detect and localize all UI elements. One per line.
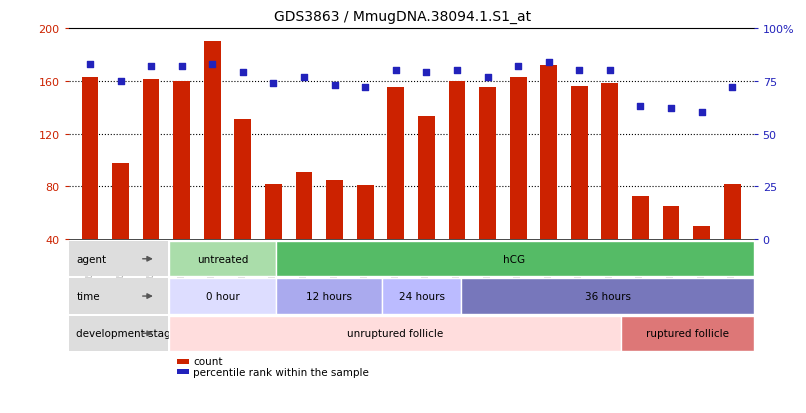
Text: percentile rank within the sample: percentile rank within the sample: [193, 367, 369, 377]
Bar: [540, 66, 557, 240]
Text: 36 hours: 36 hours: [584, 291, 630, 301]
Point: [665, 106, 678, 112]
Bar: [693, 226, 710, 240]
Bar: [296, 172, 313, 240]
Bar: [326, 180, 343, 240]
Bar: [418, 117, 434, 240]
Point: [481, 74, 494, 81]
Point: [725, 85, 738, 91]
Bar: [663, 206, 679, 240]
Point: [84, 62, 97, 68]
Point: [573, 68, 586, 74]
Bar: [448, 82, 465, 240]
Bar: [235, 120, 251, 240]
Bar: [143, 80, 160, 240]
Bar: [601, 84, 618, 240]
Point: [389, 68, 402, 74]
Point: [634, 104, 647, 110]
Point: [144, 64, 157, 70]
Point: [451, 68, 463, 74]
Point: [114, 78, 127, 85]
Point: [359, 85, 372, 91]
Text: GDS3863 / MmugDNA.38094.1.S1_at: GDS3863 / MmugDNA.38094.1.S1_at: [274, 10, 532, 24]
Text: development stage: development stage: [77, 328, 177, 339]
Bar: [204, 42, 221, 240]
Bar: [112, 163, 129, 240]
Point: [175, 64, 188, 70]
Bar: [388, 88, 404, 240]
Text: time: time: [77, 291, 100, 301]
Point: [267, 81, 280, 87]
Text: 12 hours: 12 hours: [305, 291, 351, 301]
Bar: [571, 87, 588, 240]
Text: ruptured follicle: ruptured follicle: [646, 328, 729, 339]
Text: count: count: [193, 356, 223, 366]
Point: [297, 74, 310, 81]
Point: [420, 70, 433, 76]
Bar: [632, 196, 649, 240]
Text: agent: agent: [77, 254, 106, 264]
Bar: [81, 78, 98, 240]
Point: [542, 59, 555, 66]
Bar: [479, 88, 496, 240]
Bar: [509, 78, 526, 240]
Point: [695, 110, 708, 116]
Text: unruptured follicle: unruptured follicle: [347, 328, 443, 339]
Bar: [265, 184, 282, 240]
Point: [512, 64, 525, 70]
Bar: [357, 185, 374, 240]
Point: [236, 70, 249, 76]
Text: hCG: hCG: [504, 254, 526, 264]
Text: 24 hours: 24 hours: [399, 291, 445, 301]
Text: untreated: untreated: [197, 254, 248, 264]
Point: [604, 68, 617, 74]
Point: [206, 62, 218, 68]
Bar: [173, 82, 190, 240]
Point: [328, 83, 341, 89]
Text: 0 hour: 0 hour: [206, 291, 239, 301]
Bar: [724, 184, 741, 240]
